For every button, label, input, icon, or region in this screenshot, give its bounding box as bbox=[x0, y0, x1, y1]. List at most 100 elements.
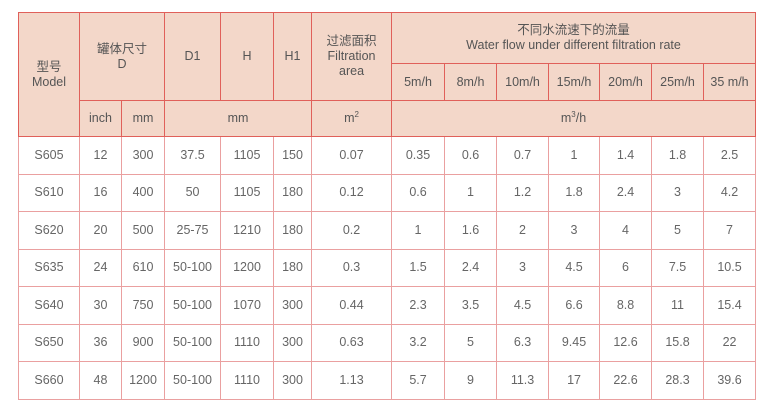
tank-size-header: 罐体尺寸 D bbox=[78, 12, 166, 101]
rate-header: 35 m/h bbox=[703, 63, 757, 101]
tank-inch-cell: 20 bbox=[79, 211, 122, 250]
d1-cell: 50-100 bbox=[164, 286, 222, 325]
flow-10-cell: 2 bbox=[496, 211, 550, 250]
d1-cell: 37.5 bbox=[164, 136, 222, 175]
tank-mm-cell: 750 bbox=[120, 286, 166, 325]
table-row: S610 16 400 50 1105 180 0.12 0.6 1 1.2 1.8 2.4 3 4.2 bbox=[18, 173, 757, 212]
flow-35-cell: 2.5 bbox=[703, 136, 757, 175]
filtration-area-cell: 0.12 bbox=[311, 173, 393, 212]
flow-5-cell: 3.2 bbox=[391, 323, 446, 362]
h-cell: 1105 bbox=[220, 136, 275, 175]
table-body: S605 12 300 37.5 1105 150 0.07 0.35 0.6 0.7 1 1.4 1.… bbox=[18, 136, 757, 400]
table-row: S620 20 500 25-75 1210 180 0.2 1 1.6 2 3 4 5 7 bbox=[18, 211, 757, 250]
flow-20-cell: 4 bbox=[599, 211, 653, 250]
flow-20-cell: 1.4 bbox=[599, 136, 653, 175]
rate-header: 20m/h bbox=[599, 63, 653, 101]
flow-15-cell: 6.6 bbox=[548, 286, 601, 325]
flow-35-cell: 10.5 bbox=[703, 248, 757, 287]
flow-25-cell: 7.5 bbox=[651, 248, 705, 287]
table-row: S635 24 610 50-100 1200 180 0.3 1.5 2.4 3 4.5 6 7.5 1… bbox=[18, 248, 757, 287]
tank-inch-cell: 30 bbox=[79, 286, 122, 325]
flow-8-cell: 1 bbox=[444, 173, 498, 212]
tank-inch-cell: 12 bbox=[79, 136, 122, 175]
rate-header: 8m/h bbox=[444, 63, 498, 101]
tank-mm-cell: 610 bbox=[120, 248, 166, 287]
filtration-area-cell: 0.44 bbox=[311, 286, 393, 325]
filtration-area-cell: 1.13 bbox=[311, 361, 393, 400]
flow-20-cell: 22.6 bbox=[599, 361, 653, 400]
flow-10-cell: 0.7 bbox=[496, 136, 550, 175]
flow-5-cell: 0.6 bbox=[391, 173, 446, 212]
flow-10-cell: 4.5 bbox=[496, 286, 550, 325]
flow-5-cell: 1 bbox=[391, 211, 446, 250]
tank-inch-cell: 48 bbox=[79, 361, 122, 400]
flow-5-cell: 1.5 bbox=[391, 248, 446, 287]
h1-header: H1 bbox=[273, 12, 313, 101]
d1-header: D1 bbox=[164, 12, 222, 101]
table-row: S605 12 300 37.5 1105 150 0.07 0.35 0.6 0.7 1 1.4 1.… bbox=[18, 136, 757, 175]
h1-cell: 300 bbox=[273, 286, 313, 325]
d1-cell: 50-100 bbox=[164, 248, 222, 287]
h1-cell: 150 bbox=[273, 136, 313, 175]
flow-25-cell: 3 bbox=[651, 173, 705, 212]
h-cell: 1110 bbox=[220, 361, 275, 400]
rate-header: 25m/h bbox=[651, 63, 705, 101]
d1-cell: 50-100 bbox=[164, 361, 222, 400]
h1-cell: 180 bbox=[273, 173, 313, 212]
flow-35-cell: 22 bbox=[703, 323, 757, 362]
unit-mm: mm bbox=[120, 100, 166, 137]
flow-25-cell: 5 bbox=[651, 211, 705, 250]
flow-8-cell: 1.6 bbox=[444, 211, 498, 250]
model-cell: S650 bbox=[18, 323, 80, 362]
flow-35-cell: 15.4 bbox=[703, 286, 757, 325]
model-cell: S640 bbox=[18, 286, 80, 325]
filtration-area-cell: 0.2 bbox=[311, 211, 393, 250]
model-cell: S610 bbox=[18, 173, 80, 212]
unit-area: m2 bbox=[311, 100, 393, 137]
rate-header: 15m/h bbox=[548, 63, 601, 101]
model-cell: S605 bbox=[18, 136, 80, 175]
table-row: S640 30 750 50-100 1070 300 0.44 2.3 3.5 4.5 6.6 8.… bbox=[18, 286, 757, 325]
h1-cell: 300 bbox=[273, 323, 313, 362]
flow-15-cell: 1.8 bbox=[548, 173, 601, 212]
flow-25-cell: 15.8 bbox=[651, 323, 705, 362]
flow-15-cell: 1 bbox=[548, 136, 601, 175]
model-cell: S635 bbox=[18, 248, 80, 287]
flow-8-cell: 5 bbox=[444, 323, 498, 362]
flow-10-cell: 3 bbox=[496, 248, 550, 287]
flow-20-cell: 8.8 bbox=[599, 286, 653, 325]
tank-inch-cell: 36 bbox=[79, 323, 122, 362]
flow-8-cell: 2.4 bbox=[444, 248, 498, 287]
h1-cell: 300 bbox=[273, 361, 313, 400]
tank-mm-cell: 400 bbox=[120, 173, 166, 212]
flow-8-cell: 0.6 bbox=[444, 136, 498, 175]
tank-mm-cell: 500 bbox=[120, 211, 166, 250]
h1-cell: 180 bbox=[273, 211, 313, 250]
rate-header: 5m/h bbox=[391, 63, 446, 101]
flow-5-cell: 2.3 bbox=[391, 286, 446, 325]
filtration-area-cell: 0.63 bbox=[311, 323, 393, 362]
h-cell: 1200 bbox=[220, 248, 275, 287]
flow-8-cell: 9 bbox=[444, 361, 498, 400]
flow-10-cell: 11.3 bbox=[496, 361, 550, 400]
filtration-area-header: 过滤面积 Filtration area bbox=[311, 12, 393, 101]
flow-5-cell: 5.7 bbox=[391, 361, 446, 400]
d1-cell: 50-100 bbox=[164, 323, 222, 362]
flow-35-cell: 39.6 bbox=[703, 361, 757, 400]
flow-25-cell: 28.3 bbox=[651, 361, 705, 400]
tank-mm-cell: 300 bbox=[120, 136, 166, 175]
model-cell: S660 bbox=[18, 361, 80, 400]
flow-15-cell: 4.5 bbox=[548, 248, 601, 287]
unit-flow: m3/h bbox=[391, 100, 757, 137]
h-cell: 1110 bbox=[220, 323, 275, 362]
filtration-area-cell: 0.07 bbox=[311, 136, 393, 175]
table-row: S660 48 1200 50-100 1110 300 1.13 5.7 9 11.3 17 22.… bbox=[18, 361, 757, 400]
flow-35-cell: 4.2 bbox=[703, 173, 757, 212]
h-cell: 1105 bbox=[220, 173, 275, 212]
model-header: 型号 Model bbox=[18, 12, 80, 137]
filtration-area-cell: 0.3 bbox=[311, 248, 393, 287]
flow-15-cell: 17 bbox=[548, 361, 601, 400]
flow-20-cell: 2.4 bbox=[599, 173, 653, 212]
h-header: H bbox=[220, 12, 275, 101]
table-row: S650 36 900 50-100 1110 300 0.63 3.2 5 6.3 9.45 12.… bbox=[18, 323, 757, 362]
